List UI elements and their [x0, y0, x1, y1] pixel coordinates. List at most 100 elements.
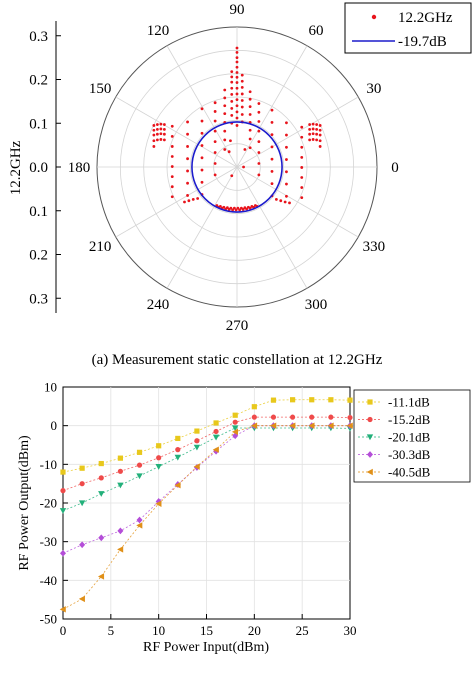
series-line	[62, 416, 351, 492]
constellation-point	[315, 132, 319, 136]
data-point	[213, 428, 219, 435]
constellation-point	[240, 113, 244, 116]
constellation-point	[318, 124, 322, 127]
constellation-point	[235, 50, 239, 54]
constellation-point	[230, 174, 234, 178]
constellation-point	[223, 104, 227, 108]
data-point	[136, 516, 143, 524]
constellation-point	[196, 197, 200, 200]
line-legend-box	[353, 389, 471, 483]
data-point	[251, 404, 257, 410]
constellation-point	[230, 92, 234, 96]
constellation-point	[200, 144, 204, 147]
y-tick-label: 10	[44, 380, 57, 395]
data-point	[175, 447, 181, 453]
data-point	[156, 443, 162, 449]
constellation-point	[240, 79, 244, 83]
series-4	[59, 422, 353, 613]
data-point	[212, 434, 220, 441]
constellation-point	[155, 132, 159, 136]
data-point	[117, 546, 124, 553]
x-tick-label: 15	[200, 623, 213, 638]
data-point	[59, 508, 67, 514]
data-point	[136, 462, 143, 468]
constellation-point	[170, 134, 174, 138]
power-transfer-line-chart: 0 5 10 15 20 25 30 10 0 -10 -20 -30 -40 -50 RF Power …	[17, 380, 471, 655]
polar-reference-circle	[191, 121, 283, 213]
constellation-point	[230, 75, 234, 79]
constellation-point	[229, 206, 233, 210]
constellation-point	[222, 205, 226, 209]
constellation-point	[235, 92, 239, 96]
data-point	[79, 541, 86, 549]
data-point	[270, 397, 277, 403]
data-point	[98, 460, 104, 467]
x-tick-label: 20	[248, 623, 261, 638]
polar-legend-label-0: 12.2GHz	[398, 10, 453, 26]
constellation-point	[213, 110, 217, 113]
constellation-point	[200, 180, 204, 184]
polar-angle-label: 60	[309, 23, 324, 39]
line-chart-axes: 0 5 10 15 20 25 30 10 0 -10 -20 -30 -40 -50	[40, 380, 357, 639]
constellation-point	[170, 155, 174, 158]
constellation-point	[300, 176, 304, 179]
constellation-point	[248, 137, 252, 141]
constellation-point	[235, 124, 239, 127]
constellation-point	[300, 196, 304, 200]
y-tick-label: 0	[51, 418, 58, 433]
constellation-point	[227, 150, 231, 154]
data-point	[79, 465, 85, 471]
y-tick-label: -20	[40, 496, 57, 511]
constellation-point	[229, 139, 232, 143]
constellation-point	[270, 169, 274, 173]
constellation-point	[162, 123, 166, 126]
constellation-point	[235, 65, 239, 69]
data-point	[155, 464, 162, 470]
constellation-point	[223, 148, 227, 151]
constellation-point	[285, 158, 288, 161]
constellation-point	[311, 122, 315, 126]
constellation-point	[159, 132, 163, 136]
constellation-point	[270, 108, 274, 112]
polar-angle-label: 210	[89, 239, 112, 255]
data-point	[117, 527, 124, 535]
constellation-point	[235, 60, 239, 64]
constellation-point	[230, 106, 234, 110]
polar-spoke	[166, 45, 238, 168]
constellation-point	[162, 132, 166, 136]
constellation-point	[235, 46, 239, 50]
data-point	[290, 397, 296, 403]
constellation-point	[248, 128, 252, 132]
data-point	[194, 428, 200, 434]
data-point	[251, 414, 257, 420]
polar-legend-label-1: -19.7dB	[398, 34, 447, 50]
data-point	[194, 438, 200, 444]
data-point	[98, 534, 105, 542]
constellation-point	[218, 204, 222, 208]
constellation-point	[248, 90, 252, 94]
data-point	[97, 573, 105, 580]
constellation-point	[240, 85, 244, 89]
series-line	[62, 425, 350, 610]
y-tick-label: -10	[40, 457, 57, 472]
data-point	[232, 419, 238, 425]
constellation-point	[159, 138, 163, 141]
reference-circle	[191, 121, 283, 213]
series-line	[62, 399, 351, 473]
constellation-point	[285, 182, 288, 186]
constellation-point	[248, 113, 252, 116]
polar-spoke	[236, 96, 359, 168]
constellation-point	[240, 92, 244, 96]
constellation-point	[162, 138, 166, 142]
polar-constellation-chart: 0 30 60 90 120 150 180 210 240 270 300 330 12.2GHz …	[8, 2, 472, 334]
constellation-point	[200, 131, 204, 135]
data-point	[328, 397, 334, 403]
x-tick-label: 30	[344, 623, 357, 638]
constellation-point	[257, 140, 261, 144]
y-axis-label: RF Power Output(dBm)	[17, 435, 32, 571]
data-point	[175, 435, 181, 442]
constellation-point	[248, 105, 252, 109]
data-point	[136, 522, 143, 529]
constellation-point	[308, 123, 312, 126]
